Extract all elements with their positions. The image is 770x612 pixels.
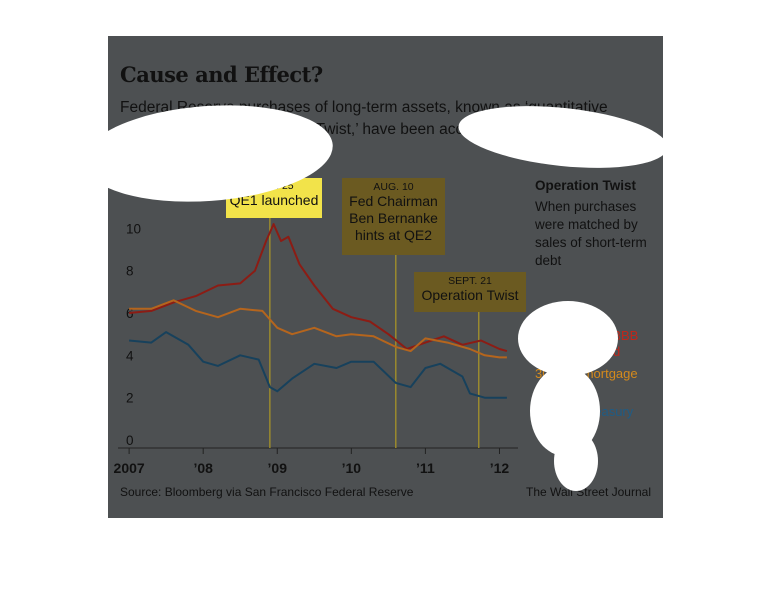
- y-tick-label: 10: [126, 221, 141, 236]
- series-line-1: [129, 299, 507, 359]
- operation-twist-heading: Operation Twist: [535, 178, 637, 193]
- twist-date: SEPT. 21: [448, 275, 492, 287]
- x-tick-label: ’08: [193, 460, 213, 476]
- x-tick-label: 2007: [114, 460, 145, 476]
- credit-note: The Wall Street Journal: [526, 485, 651, 499]
- x-tick-label: ’12: [490, 460, 510, 476]
- series-line-0: [129, 223, 508, 353]
- qe2-date: AUG. 10: [373, 181, 414, 193]
- y-tick-label: 0: [126, 433, 134, 448]
- series-line-2: [129, 331, 507, 399]
- qe1-label: QE1 launched: [229, 192, 319, 208]
- white-highlight-blob: [518, 301, 618, 376]
- x-tick-label: ’11: [416, 460, 435, 476]
- chart-panel: Cause and Effect? Federal Reserve purcha…: [108, 36, 663, 518]
- x-tick-label: ’09: [268, 460, 288, 476]
- qe2-label: Fed Chairman Ben Bernanke hints at QE2: [349, 193, 438, 243]
- white-highlight-blob: [554, 431, 598, 491]
- twist-annotation: SEPT. 21 Operation Twist: [414, 272, 526, 312]
- qe2-annotation: AUG. 10 Fed Chairman Ben Bernanke hints …: [342, 178, 445, 255]
- operation-twist-description: When purchases were matched by sales of …: [535, 199, 647, 268]
- y-tick-label: 4: [126, 348, 134, 363]
- twist-label: Operation Twist: [421, 287, 519, 303]
- chart-title: Cause and Effect?: [120, 62, 323, 87]
- x-tick-label: ’10: [342, 460, 362, 476]
- y-tick-label: 2: [126, 391, 134, 406]
- source-note: Source: Bloomberg via San Francisco Fede…: [120, 485, 414, 499]
- y-tick-label: 8: [126, 264, 134, 279]
